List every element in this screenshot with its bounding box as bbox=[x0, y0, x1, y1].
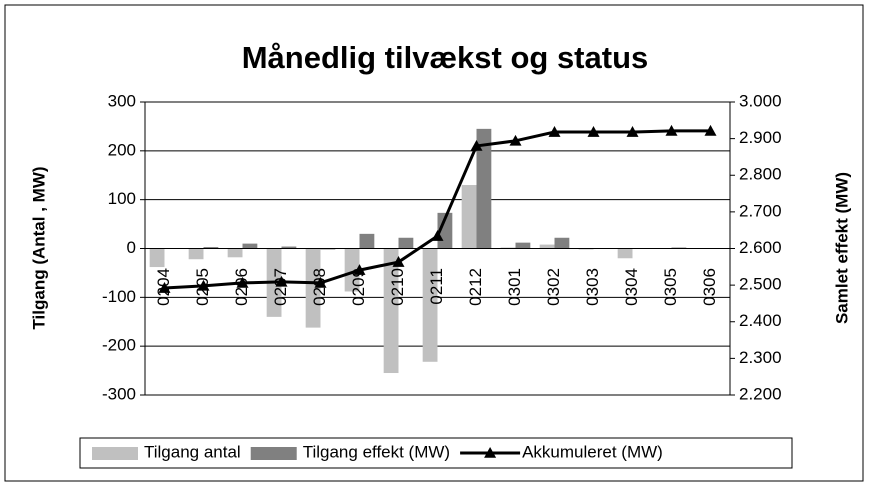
x-tick-label: 0301 bbox=[505, 268, 524, 306]
legend-marker bbox=[484, 447, 497, 458]
bar bbox=[422, 248, 438, 362]
bar bbox=[539, 244, 555, 249]
y-tick-label: 100 bbox=[108, 189, 136, 208]
marker bbox=[197, 279, 210, 291]
legend bbox=[79, 437, 793, 469]
x-tick-label: 0211 bbox=[427, 268, 446, 305]
y-tick-label: -300 bbox=[102, 384, 136, 403]
y-tick-label: -100 bbox=[102, 287, 136, 306]
y-tick-label: -200 bbox=[102, 336, 136, 355]
x-tick-label: 0305 bbox=[661, 268, 680, 306]
x-tick-label: 0302 bbox=[544, 268, 563, 306]
y2-tick-label: 2.700 bbox=[739, 201, 782, 220]
x-tick-label: 0207 bbox=[271, 268, 290, 306]
x-tick-label: 0306 bbox=[700, 268, 719, 306]
legend-swatch bbox=[250, 447, 297, 460]
y-tick-label: 200 bbox=[108, 140, 136, 159]
marker bbox=[353, 264, 366, 275]
y-axis-title: Tilgang (Antal , MW) bbox=[29, 166, 48, 329]
x-tick-label: 0210 bbox=[388, 268, 407, 306]
y2-tick-label: 2.600 bbox=[739, 238, 782, 257]
y2-tick-label: 2.400 bbox=[739, 311, 782, 330]
y2-tick-label: 2.200 bbox=[739, 384, 782, 403]
y2-tick-label: 3.000 bbox=[739, 91, 782, 110]
marker bbox=[431, 230, 444, 241]
marker bbox=[470, 139, 483, 151]
marker bbox=[665, 124, 678, 136]
bar bbox=[281, 246, 297, 249]
bar bbox=[617, 248, 633, 259]
bar bbox=[398, 237, 414, 249]
bar bbox=[359, 233, 375, 249]
y2-tick-label: 2.500 bbox=[739, 275, 782, 294]
marker bbox=[704, 124, 717, 136]
y2-tick-label: 2.900 bbox=[739, 128, 782, 147]
legend-label: Tilgang antal bbox=[144, 442, 241, 461]
y2-tick-label: 2.300 bbox=[739, 348, 782, 367]
x-tick-label: 0212 bbox=[466, 268, 485, 306]
bar bbox=[149, 248, 165, 268]
bar bbox=[476, 128, 492, 249]
marker bbox=[236, 276, 249, 288]
marker bbox=[314, 276, 327, 288]
bar bbox=[305, 248, 321, 328]
bar bbox=[242, 243, 258, 249]
bar bbox=[461, 185, 477, 249]
bar bbox=[515, 242, 531, 249]
y2-axis-title: Samlet effekt (MW) bbox=[832, 172, 851, 324]
marker bbox=[548, 126, 561, 137]
marker bbox=[587, 126, 600, 137]
x-tick-label: 0209 bbox=[349, 268, 368, 306]
bar bbox=[554, 237, 570, 249]
y2-tick-label: 2.800 bbox=[739, 165, 782, 184]
marker bbox=[626, 126, 639, 137]
chart-title: Månedlig tilvækst og status bbox=[242, 40, 649, 75]
legend-label: Akkumuleret (MW) bbox=[522, 442, 663, 461]
bar bbox=[227, 248, 243, 258]
marker bbox=[275, 275, 288, 287]
x-tick-label: 0303 bbox=[583, 268, 602, 306]
marker bbox=[392, 256, 405, 267]
legend-label: Tilgang effekt (MW) bbox=[303, 442, 450, 461]
legend-swatch bbox=[92, 447, 138, 460]
x-tick-label: 0304 bbox=[622, 268, 641, 306]
marker bbox=[158, 282, 171, 293]
y-tick-label: 300 bbox=[108, 91, 136, 110]
bar bbox=[188, 248, 204, 260]
bar bbox=[344, 248, 360, 292]
bar bbox=[383, 248, 399, 374]
bar bbox=[203, 247, 219, 249]
y-tick-label: 0 bbox=[127, 238, 136, 257]
marker bbox=[509, 134, 522, 146]
